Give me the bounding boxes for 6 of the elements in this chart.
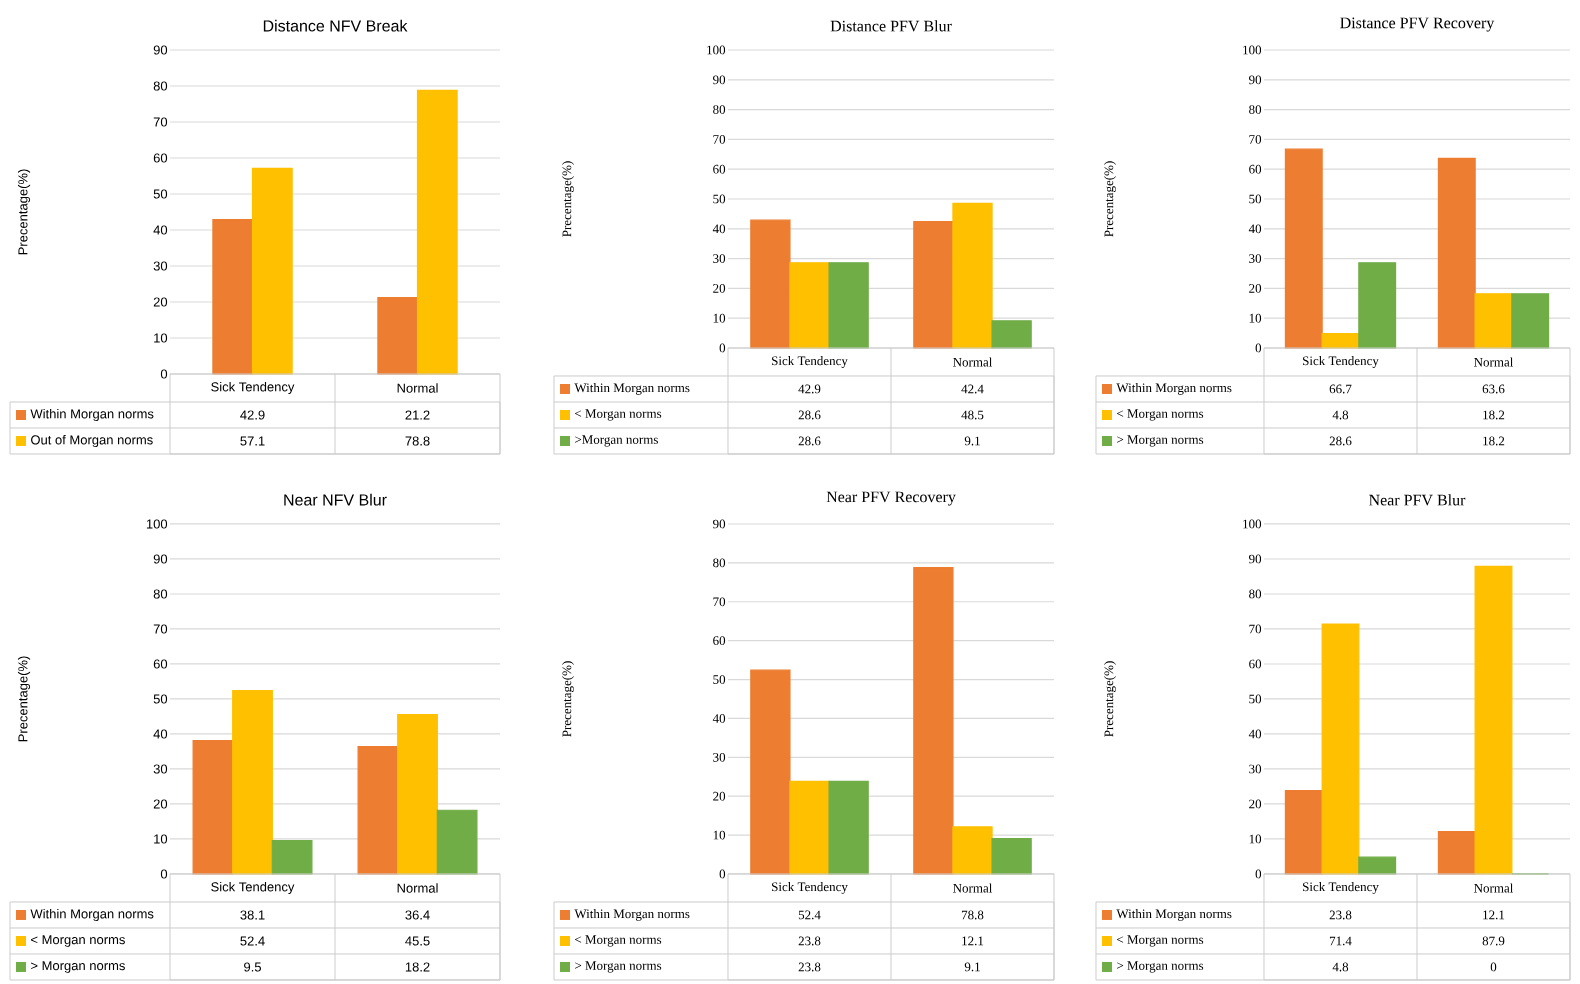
chart-title: Near NFV Blur (284, 493, 387, 506)
chart-title: Distance PFV Blur (830, 20, 952, 32)
chart-title: Distance PFV Recovery (1340, 17, 1495, 32)
chart-title: Near PFV Blur (1369, 494, 1466, 506)
chart-title: Distance NFV Break (263, 19, 408, 32)
chart-title: Near PFV Recovery (826, 491, 956, 506)
